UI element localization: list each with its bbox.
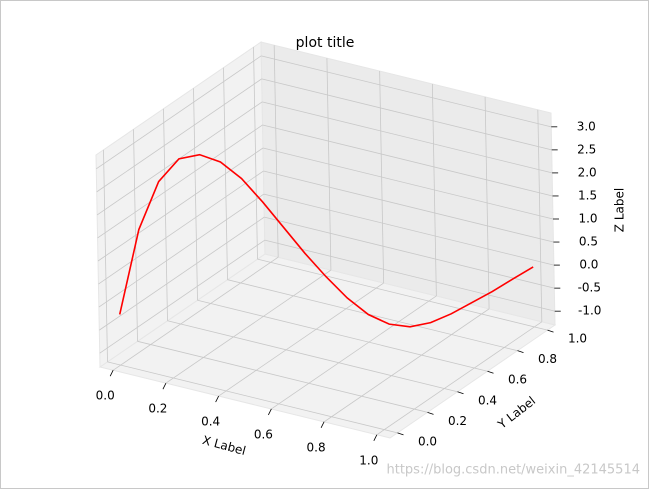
grid-line	[263, 170, 554, 243]
grid-line	[218, 282, 384, 397]
grid-line	[263, 193, 554, 266]
tick-label: 0.0	[96, 389, 115, 403]
tick-label: 2.0	[578, 165, 597, 179]
tick-label: 0.0	[579, 258, 598, 272]
grid-line	[96, 78, 262, 193]
grid-line	[97, 147, 264, 262]
tick-label: -1.0	[578, 304, 601, 318]
tick-mark	[517, 350, 524, 354]
grid-line	[197, 299, 488, 372]
grid-line	[99, 239, 265, 354]
grid-line	[99, 216, 265, 331]
chart-title: plot title	[296, 35, 355, 51]
grid-line	[167, 320, 458, 393]
tick-label: 0.5	[579, 235, 598, 249]
grid-line	[323, 308, 490, 423]
tick-mark	[487, 370, 494, 374]
grid-line	[137, 340, 428, 413]
tick-mark	[457, 391, 464, 395]
grid-line	[96, 55, 262, 170]
tick-mark	[268, 408, 272, 416]
tick-label: 0.4	[201, 415, 220, 429]
tick-label: 2.5	[577, 142, 596, 156]
tick-mark	[397, 432, 404, 436]
tick-label: 3.0	[577, 119, 596, 133]
tick-mark	[109, 370, 114, 377]
grid-line	[112, 256, 279, 371]
grid-line	[262, 101, 553, 174]
tick-mark	[162, 382, 167, 390]
tick-mark	[547, 329, 554, 333]
grid-line	[107, 361, 398, 434]
grid-line	[262, 124, 553, 197]
grid-line	[271, 295, 437, 410]
grid-line	[261, 78, 552, 151]
tick-label: 1.0	[359, 453, 378, 467]
tick-label: 0.4	[478, 393, 497, 407]
tick-mark	[215, 395, 219, 403]
grid-line	[165, 269, 332, 384]
tick-label: 0.0	[418, 434, 437, 448]
tick-label: 0.6	[254, 427, 273, 441]
grid-line	[262, 147, 554, 220]
tick-mark	[373, 434, 378, 441]
tick-mark	[320, 421, 325, 429]
grid-line	[261, 55, 552, 128]
z-axis-label: Z Label	[613, 188, 627, 232]
watermark: https://blog.csdn.net/weixin_42145514	[386, 463, 640, 478]
grid-line	[227, 279, 518, 352]
grid-line	[376, 321, 543, 436]
grid-line	[264, 216, 555, 289]
grid-line	[97, 124, 263, 239]
tick-label: 0.2	[148, 402, 167, 416]
tick-label: 1.5	[578, 188, 597, 202]
grid: 0.0 0.2 0.4 0.6 0.8 1.0 0.0 0.2 0.4 0.6 0.8 1.0 -1.0…	[96, 45, 601, 467]
tick-label: 1.0	[578, 212, 597, 226]
tick-label: 0.8	[307, 440, 326, 454]
tick-label: 1.0	[568, 332, 587, 346]
tick-label: 0.8	[538, 352, 557, 366]
tick-mark	[427, 411, 434, 415]
tick-label: -0.5	[578, 281, 601, 295]
grid-line	[264, 239, 555, 312]
tick-label: 0.2	[448, 414, 467, 428]
marks	[118, 153, 534, 328]
grid-line	[257, 258, 548, 331]
grid-line	[98, 170, 264, 285]
curve	[118, 153, 534, 328]
tick-label: 0.6	[508, 373, 527, 387]
